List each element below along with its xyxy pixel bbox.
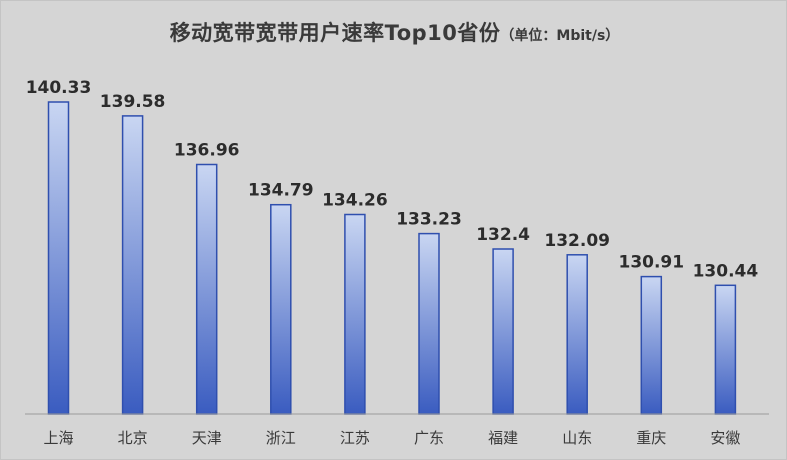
value-label-上海: 140.33 [26, 78, 92, 98]
value-label-广东: 133.23 [396, 210, 462, 230]
category-label-安徽: 安徽 [710, 429, 740, 447]
category-label-重庆: 重庆 [636, 429, 666, 447]
bar-上海 [47, 101, 70, 415]
category-label-浙江: 浙江 [266, 429, 296, 447]
bar-山东 [566, 254, 588, 415]
value-labels-layer: 140.33 139.58 136.96 134.79 134.26 133.23 132.… [26, 78, 759, 281]
bar-江苏 [344, 213, 366, 415]
chart-title: 移动宽带宽带用户速率Top10省份（单位：Mbit/s） [1, 17, 787, 47]
bar-北京 [121, 115, 144, 415]
bar-重庆 [640, 275, 663, 415]
value-label-山东: 132.09 [544, 231, 610, 251]
bar-天津 [195, 163, 218, 415]
category-label-山东: 山东 [562, 429, 592, 447]
value-label-北京: 139.58 [100, 92, 166, 112]
category-label-福建: 福建 [488, 429, 518, 447]
value-label-福建: 132.4 [476, 225, 530, 245]
category-label-上海: 上海 [43, 429, 73, 447]
category-label-江苏: 江苏 [340, 429, 370, 447]
value-label-浙江: 134.79 [248, 181, 314, 201]
chart-title-unit: （单位：Mbit/s） [500, 28, 620, 44]
category-label-天津: 天津 [192, 429, 222, 447]
value-label-天津: 136.96 [174, 141, 240, 161]
category-label-广东: 广东 [414, 429, 444, 447]
bars-layer [47, 101, 737, 415]
value-label-安徽: 130.44 [693, 261, 759, 281]
value-label-江苏: 134.26 [322, 191, 388, 211]
chart-title-main: 移动宽带宽带用户速率Top10省份 [169, 21, 501, 45]
category-labels-layer: 上海 北京 天津 浙江 江苏 广东 福建 山东 重庆 安徽 [43, 429, 740, 447]
category-label-北京: 北京 [118, 429, 148, 447]
bar-安徽 [714, 284, 737, 415]
bar-广东 [418, 232, 440, 415]
value-label-重庆: 130.91 [618, 253, 684, 273]
bar-浙江 [270, 203, 292, 415]
bar-福建 [492, 248, 514, 415]
